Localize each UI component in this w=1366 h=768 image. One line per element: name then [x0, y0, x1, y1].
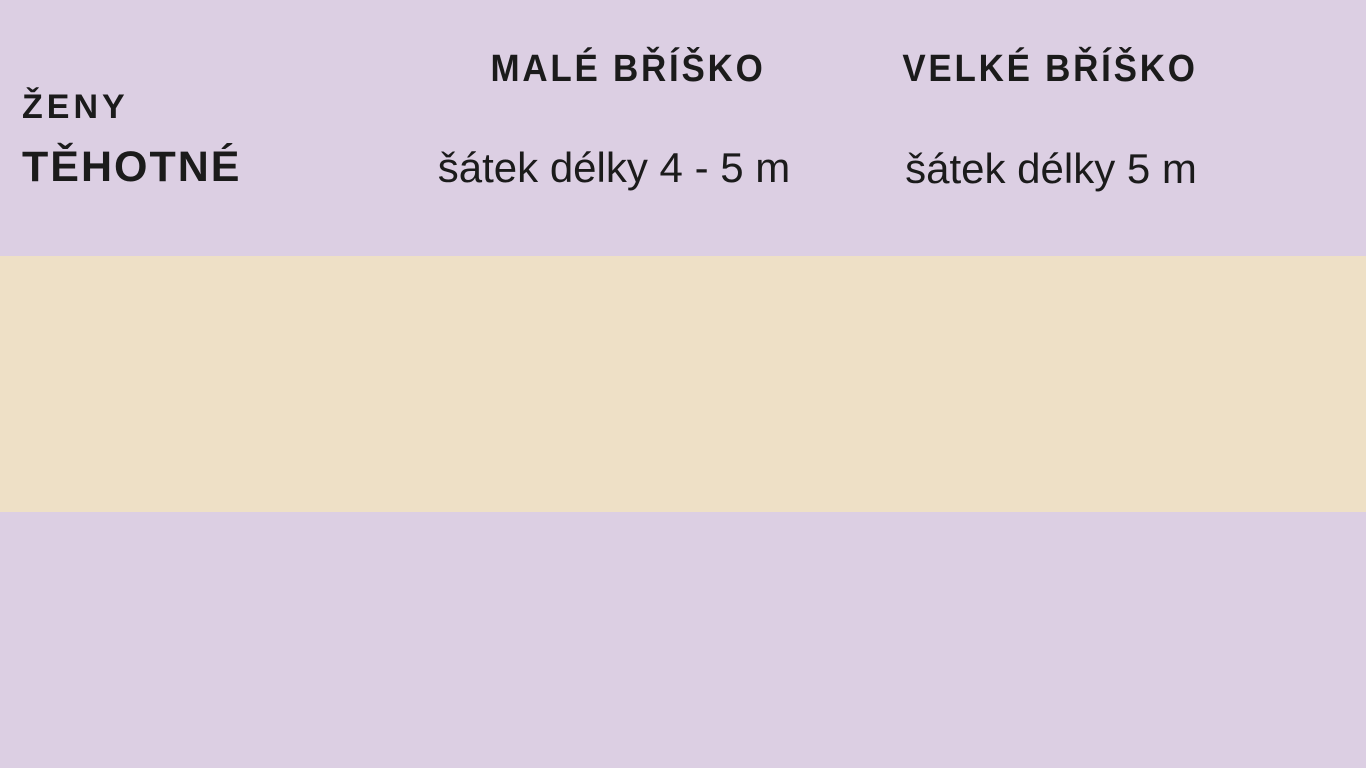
column-header-small-belly: MALÉ BŘÍŠKO — [490, 48, 766, 90]
section-women: ŽENY PO PORODU PŘI BOLESTECH ZAD PO OPER… — [0, 256, 1366, 747]
value-small-belly-length: šátek délky 4 - 5 m — [437, 144, 791, 191]
section-pregnant-women: ŽENY TĚHOTNÉ MALÉ BŘÍŠKO VELKÉ BŘÍŠKO šá… — [0, 0, 1366, 256]
group-title-zeny-tehotne: ŽENY — [22, 88, 129, 126]
group-subtitle-tehotne: TĚHOTNÉ — [22, 143, 242, 191]
section-men: MUŽI PO OPERACI PŘI BOLESTECH ZAD KONFEK… — [0, 512, 1366, 768]
column-header-big-belly: VELKÉ BŘÍŠKO — [902, 48, 1198, 90]
value-big-belly-length: šátek délky 5 m — [905, 145, 1197, 192]
